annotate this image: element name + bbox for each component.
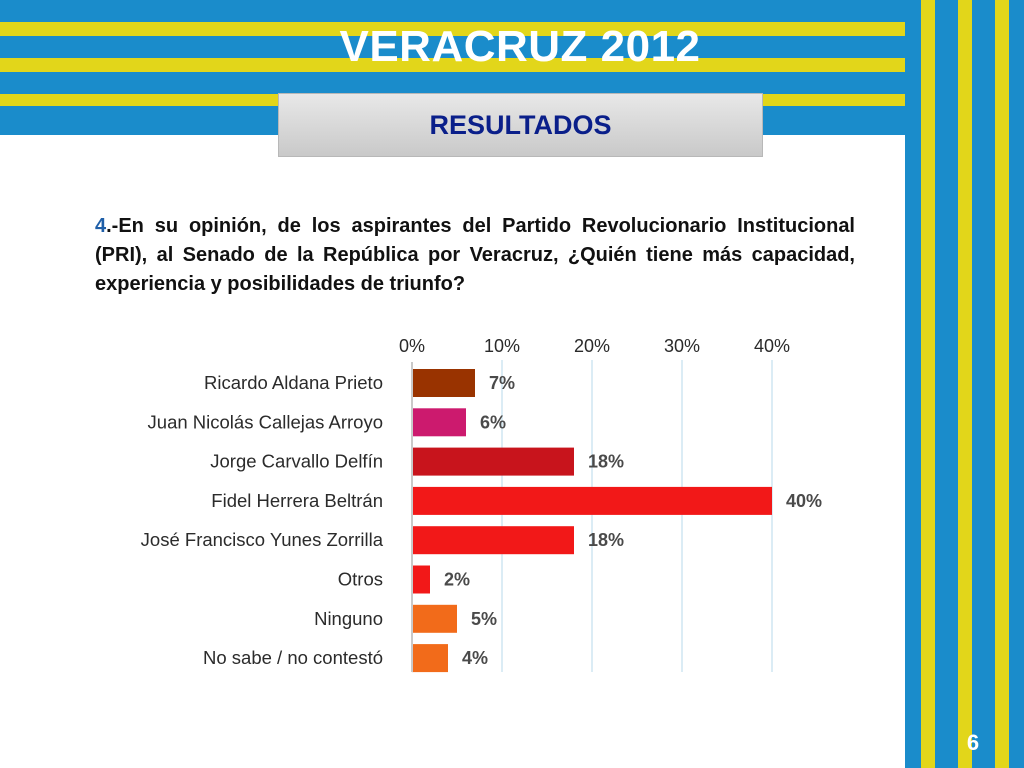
chart-gridlines (501, 360, 773, 672)
bar (412, 644, 448, 673)
data-label: 7% (489, 373, 515, 393)
data-label: 18% (588, 530, 624, 550)
bar (412, 604, 457, 633)
question-text: .-En su opinión, de los aspirantes del P… (95, 215, 855, 295)
category-label: Juan Nicolás Callejas Arroyo (148, 411, 383, 432)
x-tick-label: 30% (664, 336, 700, 356)
bar-chart: 0% 10% 20% 30% 40% Ricardo Aldana Prieto Juan… (141, 336, 822, 673)
category-label: Ricardo Aldana Prieto (204, 372, 383, 393)
bar (412, 526, 574, 555)
question-number: 4 (95, 215, 107, 237)
data-label: 18% (588, 452, 624, 472)
category-label: Fidel Herrera Beltrán (211, 490, 383, 511)
category-label: Ninguno (314, 608, 383, 629)
category-labels: Ricardo Aldana Prieto Juan Nicolás Callej… (141, 372, 384, 668)
category-label: Jorge Carvallo Delfín (210, 451, 383, 472)
bar (412, 447, 574, 476)
bar (412, 369, 475, 397)
data-label: 40% (786, 491, 822, 511)
subtitle-box: RESULTADOS (278, 93, 763, 157)
value-labels: 7% 6% 18% 40% 18% 2%5% 4% (444, 373, 822, 668)
x-axis-ticks: 0% 10% 20% 30% 40% (399, 336, 790, 356)
x-tick-label: 40% (754, 336, 790, 356)
data-label: 2% (444, 570, 470, 590)
bar (412, 486, 772, 515)
data-label: 6% (480, 412, 506, 432)
x-tick-label: 20% (574, 336, 610, 356)
x-tick-label: 10% (484, 336, 520, 356)
bar (412, 565, 430, 594)
x-tick-label: 0% (399, 336, 425, 356)
bars-group (412, 369, 772, 673)
category-label: Otros (338, 569, 383, 590)
subtitle: RESULTADOS (429, 110, 612, 140)
category-label: No sabe / no contestó (203, 647, 383, 668)
category-label: José Francisco Yunes Zorrilla (141, 529, 384, 550)
data-label: 5% (471, 609, 497, 629)
page-number: 6 (966, 730, 980, 755)
bar (412, 408, 466, 437)
survey-question: 4.-En su opinión, de los aspirantes del … (95, 212, 855, 299)
data-label: 4% (462, 648, 488, 668)
slide-title: VERACRUZ 2012 (339, 22, 701, 71)
